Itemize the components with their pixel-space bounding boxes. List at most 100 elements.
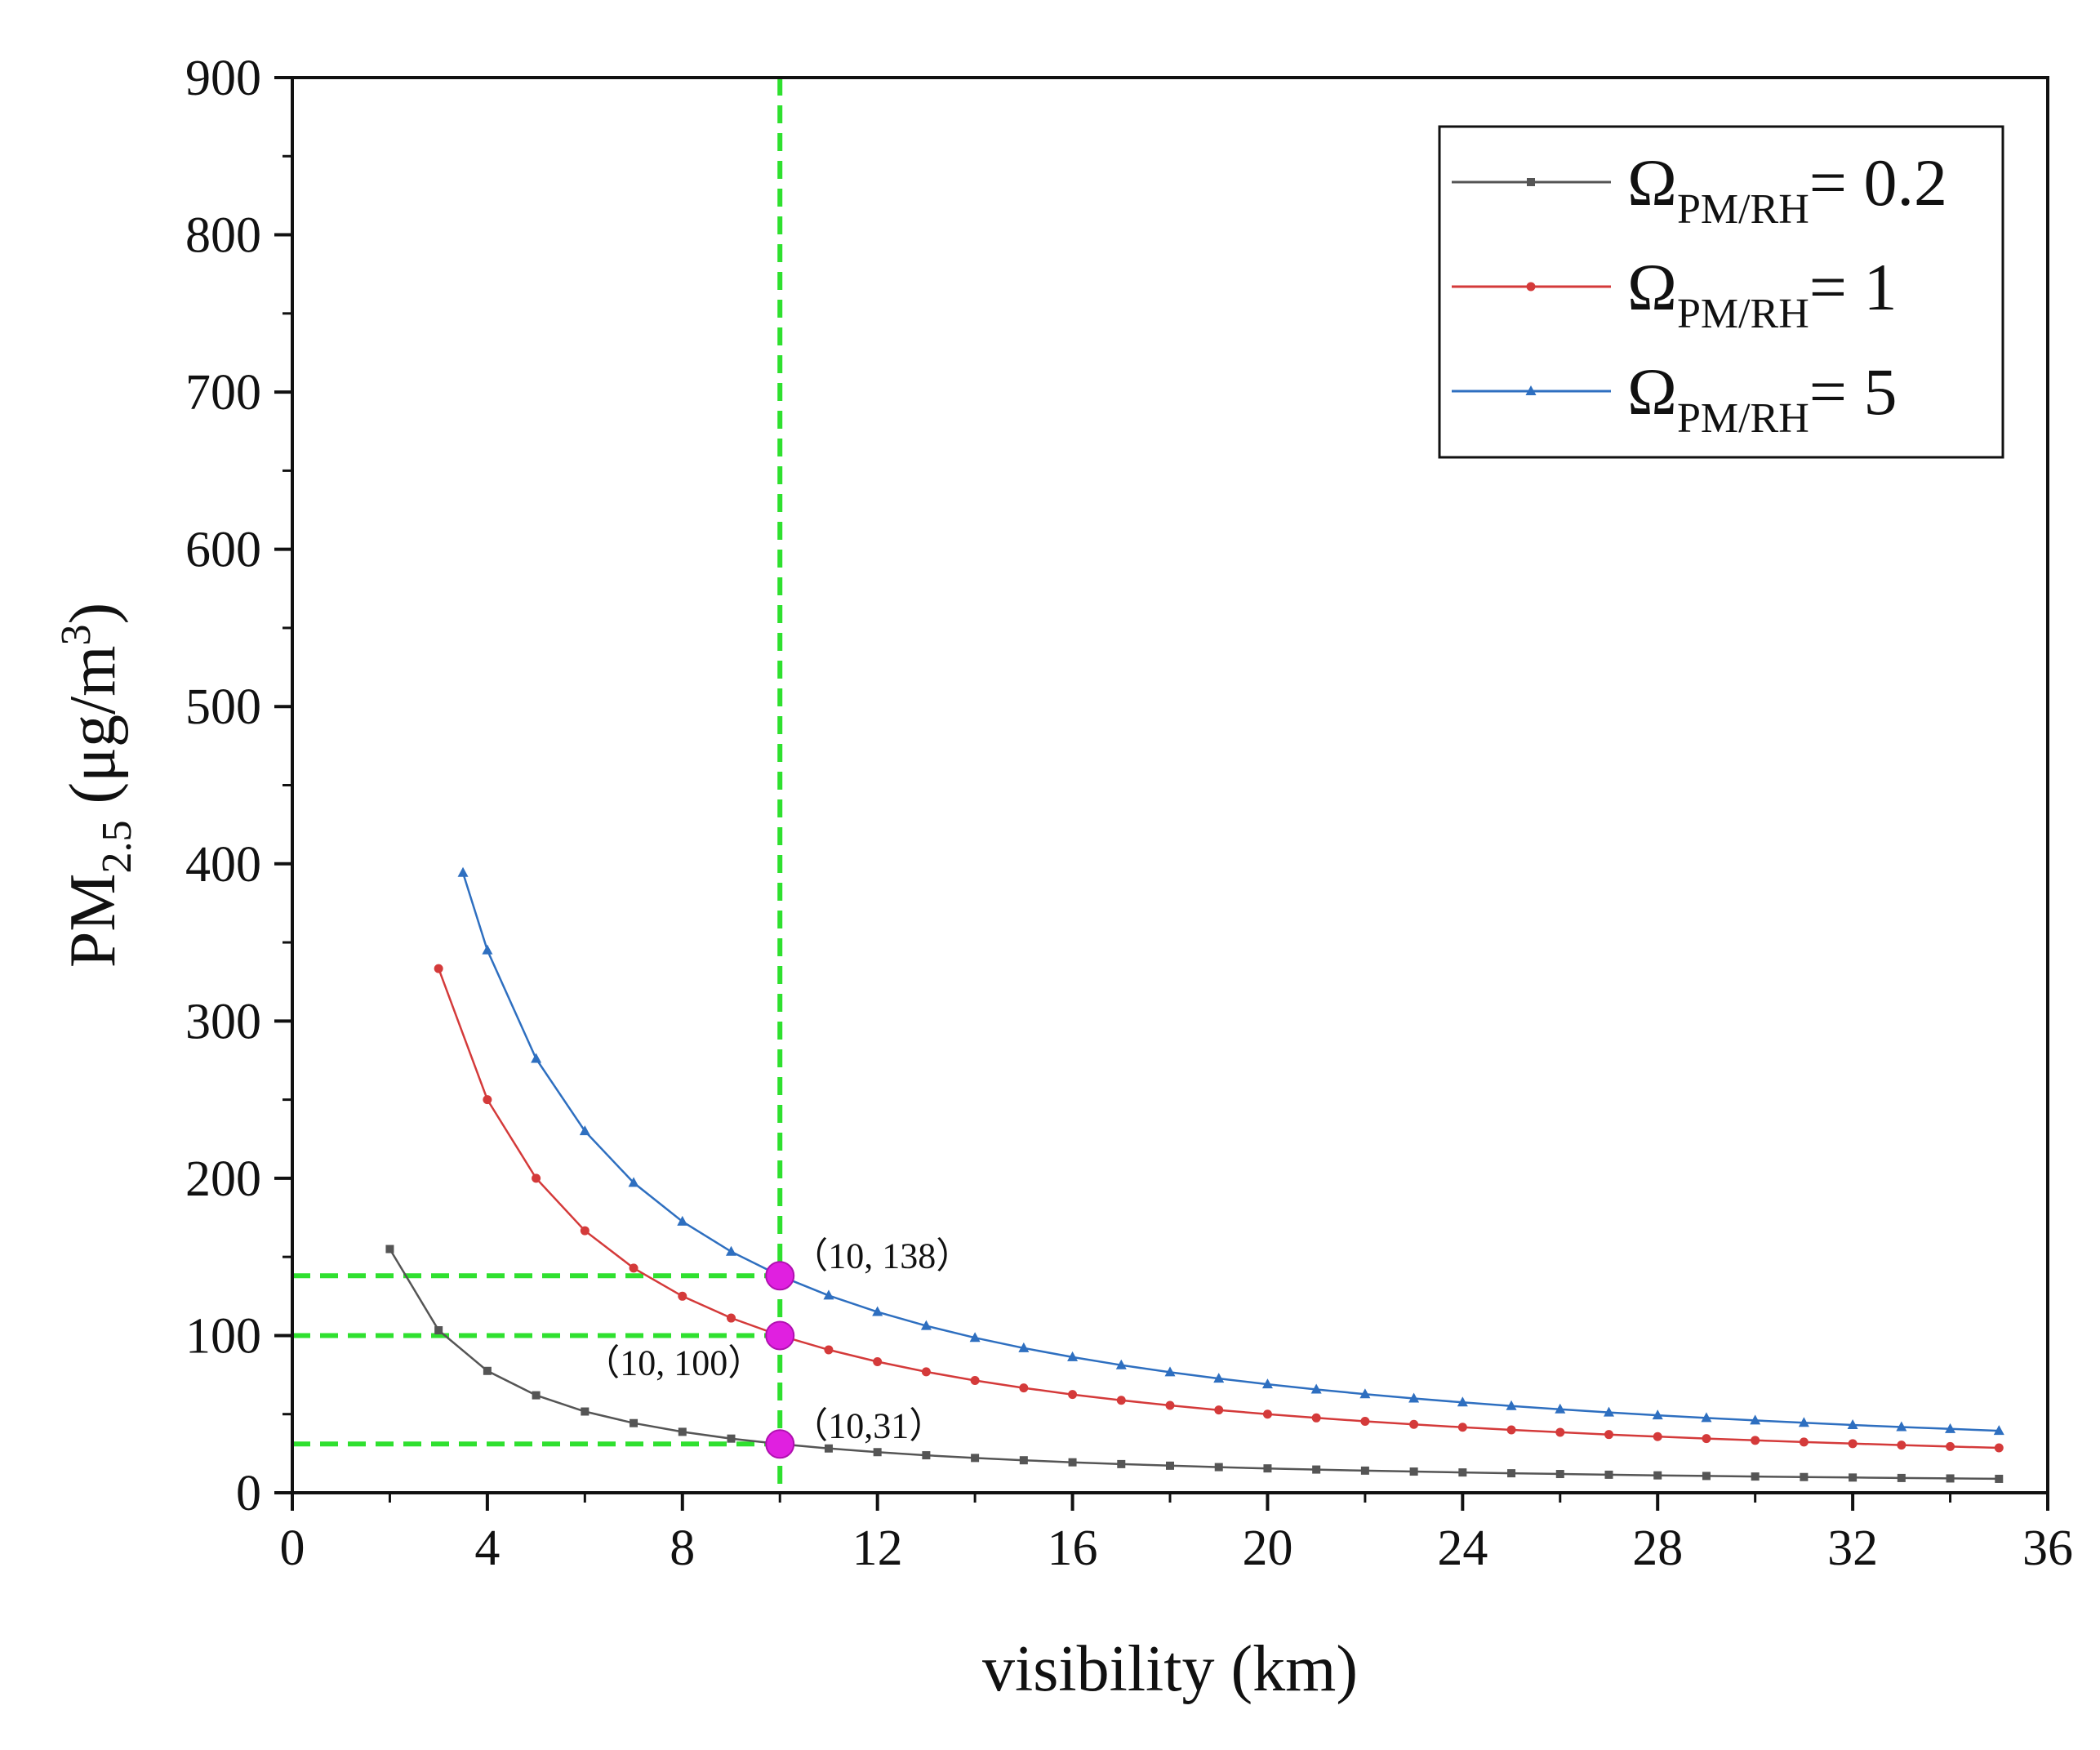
series-0-point-6 <box>678 1427 687 1436</box>
annotations: （10, 138） （10, 100） （10,31） <box>584 1236 972 1445</box>
series-2-point-4 <box>628 1177 639 1187</box>
y-tick-label-3: 300 <box>185 994 261 1049</box>
y-tick-label-9: 900 <box>185 51 261 106</box>
series-1-point-6 <box>727 1313 736 1323</box>
series-2-point-3 <box>579 1125 590 1136</box>
series-1-point-4 <box>629 1263 638 1273</box>
series-0-point-20 <box>1360 1466 1369 1475</box>
series-0-point-22 <box>1458 1468 1467 1477</box>
series-2-point-9 <box>872 1306 883 1316</box>
y-axis-label: PM2.5 (μg/m3) <box>53 603 140 968</box>
series-2-point-32 <box>1993 1425 2004 1436</box>
highlight-point-1 <box>765 1320 795 1351</box>
series-2-point-26 <box>1701 1412 1712 1423</box>
series-1-point-16 <box>1214 1405 1224 1415</box>
series-2-point-31 <box>1945 1423 1956 1433</box>
series-2-point-5 <box>677 1215 688 1226</box>
series-0-point-1 <box>434 1326 443 1335</box>
series-1-point-17 <box>1262 1409 1272 1419</box>
y-tick-label-6: 600 <box>185 523 261 578</box>
y-tick-label-4: 400 <box>185 837 261 893</box>
series-1-point-25 <box>1653 1432 1662 1441</box>
series-1-point-14 <box>1116 1396 1126 1405</box>
series-0-point-25 <box>1604 1470 1613 1479</box>
series-0-point-3 <box>532 1391 541 1400</box>
series-2-point-6 <box>726 1245 736 1256</box>
x-tick-label-2: 8 <box>670 1521 695 1576</box>
series-2-point-25 <box>1652 1409 1663 1420</box>
annotation-1: （10, 100） <box>584 1343 763 1383</box>
y-tick-label-8: 800 <box>185 208 261 264</box>
y-tick-label-7: 700 <box>185 365 261 421</box>
legend-label-1: ΩPM/RH= 1 <box>1627 250 1898 337</box>
series-0-point-7 <box>727 1434 736 1443</box>
series-1-point-3 <box>580 1226 590 1236</box>
series-2-point-2 <box>531 1053 542 1063</box>
series-2-point-28 <box>1798 1417 1809 1427</box>
series-1-point-32 <box>1994 1443 2004 1453</box>
x-tick-label-4: 16 <box>1048 1521 1098 1576</box>
legend-label-2: ΩPM/RH= 5 <box>1627 354 1898 442</box>
x-tick-label-1: 4 <box>474 1521 500 1576</box>
series-0-point-17 <box>1214 1463 1223 1472</box>
series-1-point-2 <box>532 1173 541 1183</box>
x-axis-label: visibility (km) <box>982 1633 1358 1705</box>
highlight-point-2 <box>765 1429 795 1459</box>
series-1-point-18 <box>1311 1413 1321 1423</box>
series-0-point-5 <box>630 1418 638 1427</box>
series-0-point-18 <box>1263 1464 1272 1473</box>
series-line-0 <box>389 1248 2000 1481</box>
series-1-point-8 <box>824 1345 834 1355</box>
series-0-point-9 <box>824 1444 833 1453</box>
series-1-point-21 <box>1457 1423 1467 1432</box>
y-tick-label-5: 500 <box>185 679 261 735</box>
axis-labels: visibility (km) PM2.5 (μg/m3) <box>53 603 1358 1705</box>
series-1-point-31 <box>1946 1441 1955 1451</box>
annotation-2: （10,31） <box>792 1405 945 1445</box>
series-2-point-12 <box>1018 1342 1030 1352</box>
series-1-point-24 <box>1604 1430 1613 1440</box>
series-0-point-24 <box>1555 1470 1564 1479</box>
x-tick-label-6: 24 <box>1437 1521 1488 1576</box>
series-0-point-12 <box>971 1454 980 1463</box>
series-0-point-28 <box>1751 1472 1760 1481</box>
series-1-point-29 <box>1848 1439 1858 1449</box>
series-0-point-19 <box>1312 1465 1321 1474</box>
series-2-point-1 <box>482 944 493 955</box>
series-2-point-19 <box>1359 1388 1371 1399</box>
series-0-point-31 <box>1897 1473 1906 1482</box>
legend-marker-0 <box>1527 178 1535 186</box>
series-2-point-30 <box>1896 1421 1907 1432</box>
highlight-points <box>765 1261 795 1459</box>
series-2-point-14 <box>1115 1359 1127 1369</box>
series-2-point-11 <box>969 1332 981 1343</box>
series-2-point-10 <box>920 1320 932 1330</box>
y-tick-label-2: 200 <box>185 1151 261 1207</box>
series-0-point-13 <box>1019 1456 1028 1465</box>
series-1-point-11 <box>970 1375 980 1385</box>
series-2-point-0 <box>457 866 469 877</box>
series-2-point-27 <box>1750 1414 1761 1425</box>
series-2-point-23 <box>1555 1403 1566 1414</box>
series-1-point-30 <box>1897 1441 1906 1450</box>
annotation-0: （10, 138） <box>792 1236 972 1276</box>
series-1-point-0 <box>434 964 443 973</box>
x-tick-label-8: 32 <box>1827 1521 1878 1576</box>
x-tick-label-3: 12 <box>852 1521 903 1576</box>
guide-lines <box>292 78 783 1493</box>
legend-marker-2 <box>1525 385 1537 395</box>
series-0-point-32 <box>1946 1474 1955 1483</box>
series-0-point-2 <box>483 1366 492 1375</box>
series-2-point-22 <box>1506 1400 1517 1410</box>
series-1-point-9 <box>873 1357 883 1367</box>
series-1-point-12 <box>1019 1383 1029 1393</box>
x-tick-label-9: 36 <box>2022 1521 2073 1576</box>
series-2-point-15 <box>1164 1366 1176 1377</box>
series-1-point-10 <box>921 1367 931 1377</box>
series-0-point-33 <box>1995 1474 2004 1483</box>
y-tick-label-1: 100 <box>185 1308 261 1364</box>
highlight-point-0 <box>765 1261 795 1291</box>
series-0-point-26 <box>1653 1471 1662 1480</box>
series-0-point-0 <box>385 1245 394 1253</box>
